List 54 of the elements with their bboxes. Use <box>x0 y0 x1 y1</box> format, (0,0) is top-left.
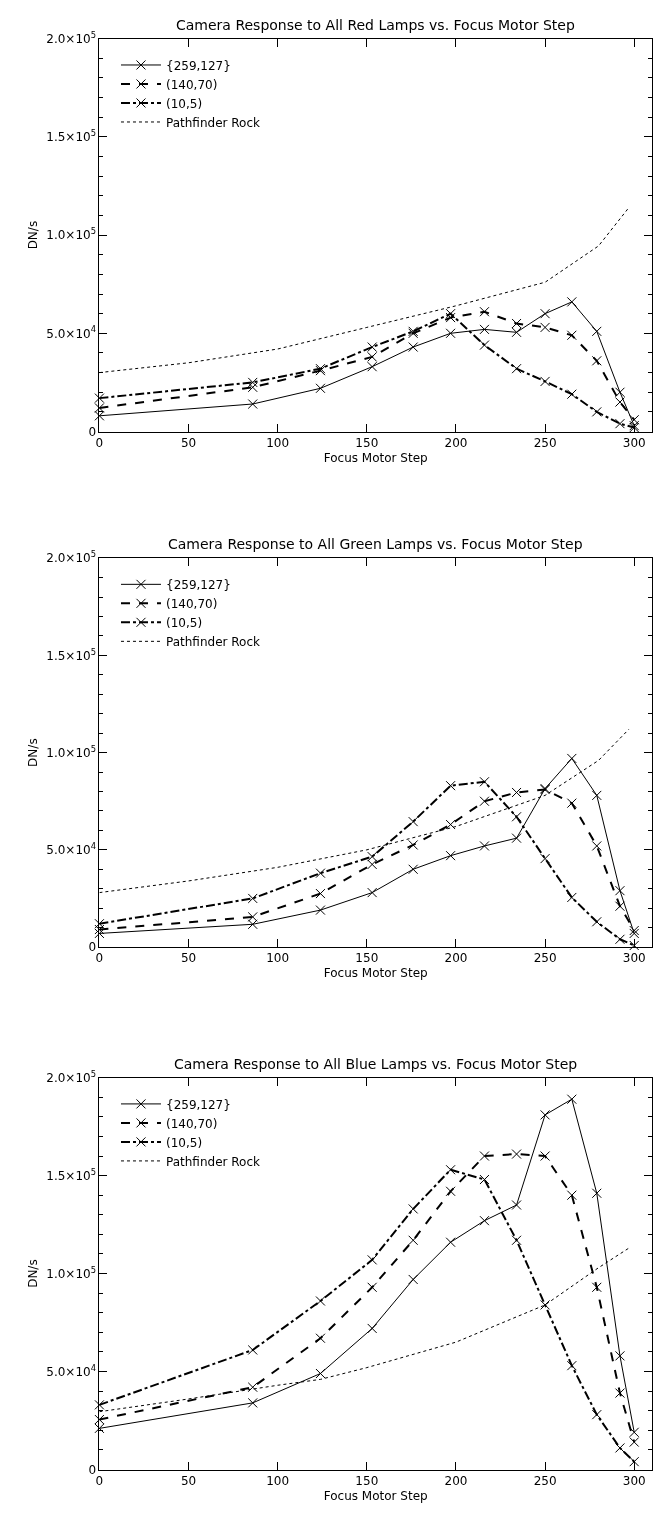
x-tick-label: 100 <box>266 1473 290 1488</box>
legend-label: {259,127} <box>166 578 231 593</box>
y-tick-label: 0 <box>88 940 97 955</box>
y-tick-label: 2.0×10$^{5}$ <box>46 29 97 46</box>
y-tick-label: 5.0×10$^{4}$ <box>46 1362 97 1379</box>
legend-label: (10,5) <box>166 616 203 631</box>
legend-label: {259,127} <box>166 1097 231 1112</box>
x-tick-label: 100 <box>266 951 290 966</box>
y-tick-label: 1.5×10$^{5}$ <box>46 646 97 663</box>
legend-label: (10,5) <box>166 96 203 111</box>
x-tick-label: 150 <box>355 951 379 966</box>
x-tick-label: 150 <box>355 1473 379 1488</box>
x-tick-label: 200 <box>444 1473 468 1488</box>
legend-label: Pathfinder Rock <box>166 635 261 650</box>
x-tick-label: 200 <box>444 435 468 450</box>
y-tick-label: 2.0×10$^{5}$ <box>46 549 97 566</box>
legend-label: (140,70) <box>166 1116 218 1131</box>
legend-label: (140,70) <box>166 597 218 612</box>
x-tick-label: 50 <box>180 435 197 450</box>
x-tick-label: 200 <box>444 951 468 966</box>
x-tick-label: 300 <box>622 1473 646 1488</box>
chart-title: Camera Response to All Green Lamps vs. Focus Motor Step <box>168 536 583 552</box>
x-tick-label: 300 <box>622 951 646 966</box>
y-tick-label: 5.0×10$^{4}$ <box>46 840 97 858</box>
chart-title: Camera Response to All Red Lamps vs. Focus Motor Step <box>176 17 575 33</box>
x-tick-label: 300 <box>622 435 646 450</box>
x-tick-label: 250 <box>533 951 557 966</box>
x-tick-label: 250 <box>533 1473 557 1488</box>
y-tick-label: 1.5×10$^{5}$ <box>46 1166 97 1183</box>
legend-label: Pathfinder Rock <box>166 115 261 130</box>
y-tick-label: 2.0×10$^{5}$ <box>46 1068 97 1085</box>
y-tick-label: 5.0×10$^{4}$ <box>46 324 97 341</box>
legend-label: (10,5) <box>166 1135 203 1150</box>
legend-label: Pathfinder Rock <box>166 1154 261 1169</box>
y-tick-label: 0 <box>88 1462 97 1477</box>
x-axis-title: Focus Motor Step <box>323 1488 428 1503</box>
x-tick-label: 250 <box>533 435 557 450</box>
x-axis-title: Focus Motor Step <box>323 966 428 981</box>
y-tick-label: 1.5×10$^{5}$ <box>46 128 97 145</box>
y-axis-title: DN/s <box>25 220 40 250</box>
x-tick-label: 100 <box>266 435 290 450</box>
y-axis-title: DN/s <box>25 738 40 767</box>
y-tick-label: 0 <box>88 424 97 439</box>
x-axis-title: Focus Motor Step <box>323 450 428 465</box>
legend-label: (140,70) <box>166 77 218 92</box>
legend-label: {259,127} <box>166 58 231 73</box>
y-tick-label: 1.0×10$^{5}$ <box>46 226 97 243</box>
y-tick-label: 1.0×10$^{5}$ <box>46 743 97 760</box>
y-tick-label: 1.0×10$^{5}$ <box>46 1264 97 1281</box>
x-tick-label: 50 <box>180 951 197 966</box>
x-tick-label: 150 <box>355 435 379 450</box>
x-tick-label: 50 <box>180 1473 197 1488</box>
y-axis-title: DN/s <box>25 1259 40 1288</box>
chart-title: Camera Response to All Blue Lamps vs. Focus Motor Step <box>174 1056 578 1072</box>
